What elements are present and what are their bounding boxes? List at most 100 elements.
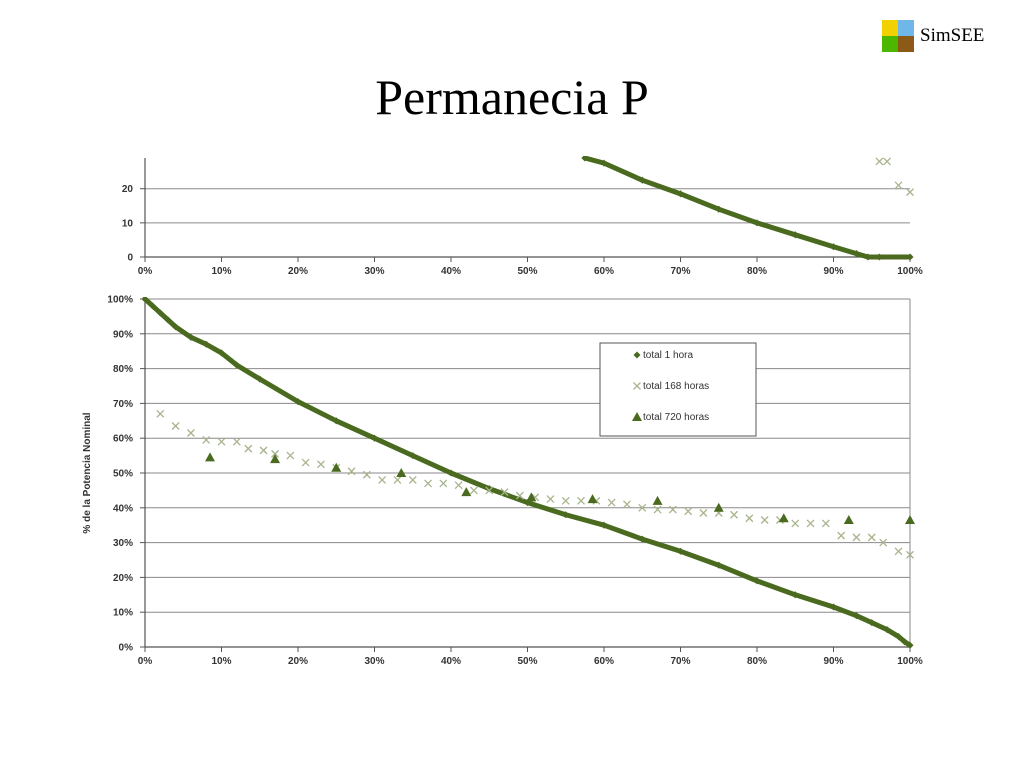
data-point: [454, 481, 463, 490]
data-point: [684, 507, 693, 516]
data-point: [205, 452, 216, 462]
y-tick-label: 70%: [113, 399, 133, 410]
data-point: [186, 429, 195, 437]
data-point: [439, 479, 448, 488]
data-point: [901, 638, 909, 646]
data-point: [791, 591, 799, 599]
data-point: [875, 157, 884, 166]
data-point: [852, 612, 860, 620]
x-tick-label: 90%: [823, 656, 843, 667]
data-point: [561, 496, 570, 505]
y-axis-label: % de la Potencia Nominal: [82, 412, 93, 533]
legend-label-0: total 1 hora: [643, 350, 693, 361]
y-tick-label: 10: [122, 218, 134, 229]
data-point: [331, 462, 342, 472]
series-line-0: [582, 156, 913, 260]
data-point: [883, 157, 892, 166]
data-point: [600, 521, 608, 529]
data-point: [149, 302, 157, 310]
data-point: [172, 323, 180, 331]
data-point: [233, 361, 241, 369]
series-group: [581, 156, 914, 261]
data-point: [393, 476, 402, 484]
data-point: [791, 519, 800, 528]
data-point: [500, 488, 509, 497]
data-point: [875, 253, 883, 261]
data-point: [745, 514, 754, 523]
data-point: [791, 231, 799, 239]
data-point: [864, 253, 872, 261]
x-tick-label: 30%: [364, 266, 384, 277]
data-point: [217, 349, 226, 357]
data-point: [515, 491, 524, 500]
data-point: [715, 205, 723, 213]
data-point: [829, 603, 838, 611]
x-tick-label: 40%: [441, 266, 461, 277]
data-point: [894, 633, 903, 641]
bottom-chart: 0% 10% 20% 30% 40% 50% 60% 70% 80% 90% 100% 0% 10% 20…: [107, 295, 922, 668]
data-point: [905, 514, 915, 524]
data-point: [244, 444, 253, 453]
data-point: [713, 502, 724, 512]
data-point: [485, 486, 494, 495]
data-point: [316, 460, 325, 469]
y-tick-label: 40%: [113, 503, 133, 514]
x-tick-label: 80%: [747, 656, 767, 667]
data-point: [668, 505, 677, 514]
x-tick-label: 10%: [211, 656, 231, 667]
y-tick-label: 20%: [113, 573, 133, 584]
data-point: [587, 494, 598, 504]
data-point: [638, 503, 647, 512]
y-tick-label: 30%: [113, 538, 133, 549]
data-point: [843, 514, 854, 524]
data-point: [286, 451, 295, 460]
x-tick-label: 50%: [517, 656, 537, 667]
data-point: [461, 487, 472, 497]
data-point: [906, 641, 914, 649]
data-point: [753, 219, 761, 227]
y-tick-label: 50%: [113, 469, 133, 480]
x-tick-label: 40%: [441, 656, 461, 667]
data-point: [469, 486, 478, 495]
data-point: [156, 409, 165, 418]
x-tick-label: 20%: [288, 266, 308, 277]
data-point: [607, 498, 616, 507]
x-tick-label: 100%: [897, 656, 923, 667]
data-point: [409, 452, 417, 460]
data-point: [378, 476, 387, 484]
page-title: Permanecia P: [375, 69, 649, 125]
data-point: [715, 561, 723, 569]
y-tick-label: 20: [122, 184, 134, 195]
data-point: [347, 467, 356, 476]
legend-label-2: total 720 horas: [643, 412, 709, 423]
data-point: [294, 398, 302, 406]
data-point: [676, 190, 685, 198]
data-point: [581, 156, 589, 162]
logo-square-yellow: [882, 20, 898, 36]
x-tick-label: 20%: [288, 656, 308, 667]
simsee-logo: SimSEE: [882, 20, 984, 52]
data-point: [778, 513, 789, 523]
legend-label-1: total 168 horas: [643, 381, 709, 392]
data-point: [852, 533, 861, 542]
data-point: [526, 492, 537, 502]
y-tick-label: 0%: [119, 643, 134, 654]
data-point: [699, 509, 708, 517]
y-tick-label: 60%: [113, 434, 133, 445]
data-point: [546, 495, 555, 504]
data-point: [577, 496, 586, 505]
data-point: [270, 454, 281, 464]
data-point: [868, 619, 876, 627]
y-tick-label: 100%: [107, 295, 133, 306]
data-point: [906, 550, 914, 559]
data-point: [821, 519, 830, 528]
x-tick-label: 10%: [211, 266, 231, 277]
data-point: [906, 253, 914, 261]
logo-square-green: [882, 36, 898, 52]
legend-marker-0: [633, 351, 641, 359]
x-tick-label: 70%: [670, 266, 690, 277]
data-point: [485, 485, 493, 493]
data-point: [259, 446, 268, 455]
x-tick-label: 70%: [670, 656, 690, 667]
